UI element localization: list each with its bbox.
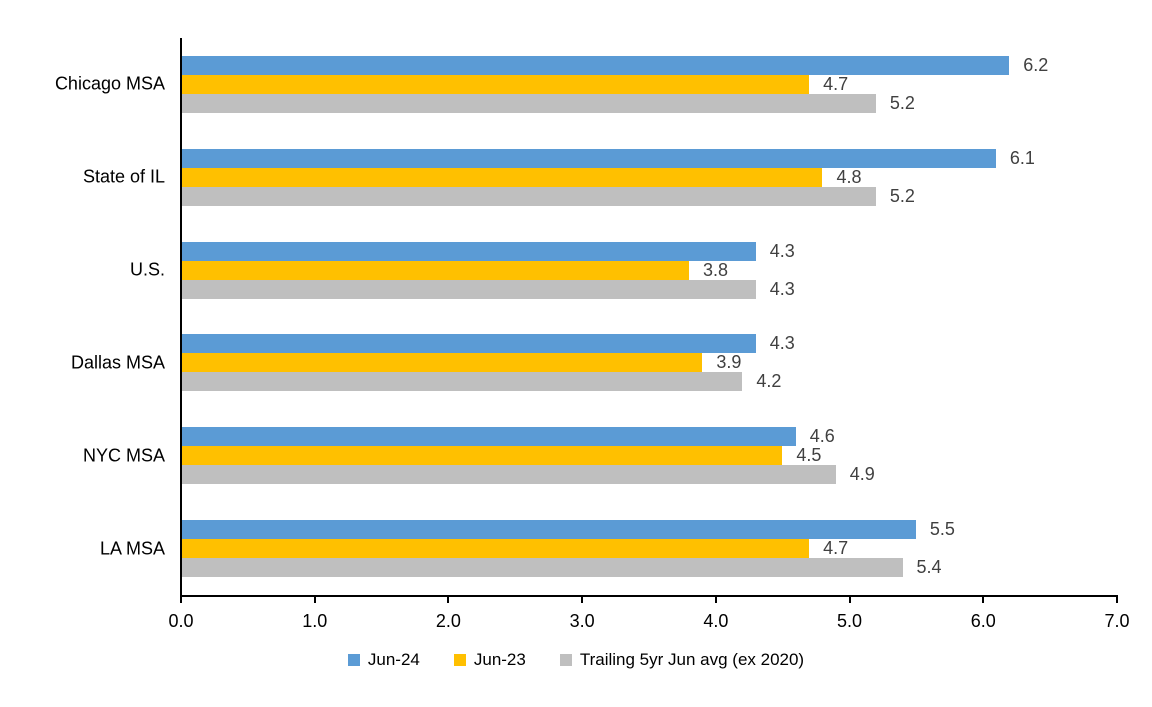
- bar-jun-23: [182, 260, 690, 280]
- bar-jun-24: [182, 520, 916, 540]
- bar-group: State of IL 6.1 4.8 5.2: [83, 147, 1116, 206]
- bar-line: 6.2: [182, 54, 1116, 75]
- bar-line: 4.2: [182, 371, 1116, 392]
- category-label: Chicago MSA: [54, 73, 165, 94]
- bar-value-label: 5.5: [929, 519, 955, 540]
- bar-jun-24: [182, 55, 1010, 75]
- x-tick-label: 1.0: [302, 611, 328, 631]
- x-tick-label: 0.0: [168, 611, 194, 631]
- bar-value-label: 3.8: [703, 259, 729, 280]
- x-axis-line: [180, 595, 1118, 597]
- legend-swatch-icon: [453, 654, 466, 666]
- legend-item: Jun-23: [453, 650, 526, 670]
- category-label: Dallas MSA: [70, 352, 165, 373]
- x-tick-mark: [447, 597, 450, 603]
- legend-swatch-icon: [347, 654, 360, 666]
- bar-line: 4.5: [182, 445, 1116, 466]
- bar-line: 4.7: [182, 73, 1116, 94]
- bar-group: Chicago MSA 6.2 4.7 5.2: [55, 54, 1116, 113]
- bar-jun-23: [182, 74, 810, 94]
- bar-trailing-5yr-jun-avg-ex-2020-: [182, 558, 903, 578]
- category-label: NYC MSA: [82, 445, 165, 466]
- x-tick-label: 3.0: [569, 611, 595, 631]
- legend-swatch-icon: [559, 654, 572, 666]
- legend-label: Jun-24: [367, 650, 420, 669]
- x-tick-label: 6.0: [970, 611, 996, 631]
- bar-value-label: 4.6: [809, 426, 835, 447]
- bar-value-label: 6.2: [1023, 54, 1049, 75]
- bar-trailing-5yr-jun-avg-ex-2020-: [182, 279, 756, 299]
- bar-value-label: 6.1: [1009, 147, 1035, 168]
- category-label: LA MSA: [99, 538, 165, 559]
- x-tick-mark: [1116, 597, 1118, 603]
- bar-jun-23: [182, 167, 823, 187]
- bar-value-label: 3.9: [716, 352, 742, 373]
- bar-line: 5.5: [182, 519, 1116, 540]
- bar-jun-23: [182, 539, 810, 559]
- bar-value-label: 4.9: [849, 464, 875, 485]
- legend-item: Trailing 5yr Jun avg (ex 2020): [559, 650, 805, 670]
- x-tick-label: 2.0: [435, 611, 461, 631]
- x-tick-mark: [180, 597, 182, 603]
- x-tick-mark: [982, 597, 985, 603]
- legend-label: Jun-23: [473, 650, 526, 669]
- x-tick-label: 5.0: [837, 611, 863, 631]
- bar-value-label: 4.7: [823, 538, 849, 559]
- bar-value-label: 5.2: [889, 185, 915, 206]
- x-tick-label: 4.0: [703, 611, 729, 631]
- bar-jun-23: [182, 353, 703, 373]
- bar-value-label: 4.3: [769, 333, 795, 354]
- bar-line: 5.2: [182, 92, 1116, 113]
- bar-jun-24: [182, 427, 796, 447]
- x-tick-mark: [714, 597, 717, 603]
- bar-group: LA MSA 5.5 4.7 5.4: [100, 519, 1116, 578]
- bar-trailing-5yr-jun-avg-ex-2020-: [182, 186, 876, 206]
- bar-jun-23: [182, 446, 783, 466]
- bar-line: 4.3: [182, 240, 1116, 261]
- bar-value-label: 4.3: [769, 278, 795, 299]
- bar-value-label: 4.7: [823, 73, 849, 94]
- bar-jun-24: [182, 334, 756, 354]
- legend-item: Jun-24: [347, 650, 420, 670]
- bar-group: NYC MSA 4.6 4.5 4.9: [83, 426, 1116, 485]
- bar-trailing-5yr-jun-avg-ex-2020-: [182, 465, 836, 485]
- bar-line: 4.3: [182, 278, 1116, 299]
- bar-line: 5.4: [182, 557, 1116, 578]
- bar-line: 4.6: [182, 426, 1116, 447]
- bar-line: 3.8: [182, 259, 1116, 280]
- bar-value-label: 5.4: [916, 557, 942, 578]
- bar-line: 6.1: [182, 147, 1116, 168]
- category-label: State of IL: [82, 166, 165, 187]
- bar-jun-24: [182, 148, 996, 168]
- bar-value-label: 4.2: [756, 371, 782, 392]
- bar-jun-24: [182, 241, 756, 261]
- x-tick-mark: [848, 597, 851, 603]
- bar-value-label: 4.3: [769, 240, 795, 261]
- category-label: U.S.: [129, 259, 165, 280]
- plot-area: Chicago MSA 6.2 4.7 5.2 State of IL 6.1 4.8 5.2…: [55, 38, 1116, 595]
- x-axis: 0.0 1.0 2.0 3.0 4.0 5.0 6.0 7.0: [168, 597, 1130, 637]
- bar-trailing-5yr-jun-avg-ex-2020-: [182, 93, 876, 113]
- legend-label: Trailing 5yr Jun avg (ex 2020): [579, 650, 805, 669]
- bar-line: 4.7: [182, 538, 1116, 559]
- bar-value-label: 4.5: [796, 445, 822, 466]
- bar-value-label: 4.8: [836, 166, 862, 187]
- bar-value-label: 5.2: [889, 92, 915, 113]
- bar-line: 4.8: [182, 166, 1116, 187]
- bar-group: U.S. 4.3 3.8 4.3: [130, 240, 1116, 299]
- bar-group: Dallas MSA 4.3 3.9 4.2: [71, 333, 1116, 392]
- bar-line: 5.2: [182, 185, 1116, 206]
- bar-line: 3.9: [182, 352, 1116, 373]
- bar-trailing-5yr-jun-avg-ex-2020-: [182, 372, 743, 392]
- legend: Jun-24 Jun-23 Trailing 5yr Jun avg (ex 202…: [0, 650, 1152, 670]
- x-tick-label: 7.0: [1104, 611, 1130, 631]
- x-tick-mark: [581, 597, 584, 603]
- bar-line: 4.3: [182, 333, 1116, 354]
- bar-line: 4.9: [182, 464, 1116, 485]
- x-tick-mark: [313, 597, 316, 603]
